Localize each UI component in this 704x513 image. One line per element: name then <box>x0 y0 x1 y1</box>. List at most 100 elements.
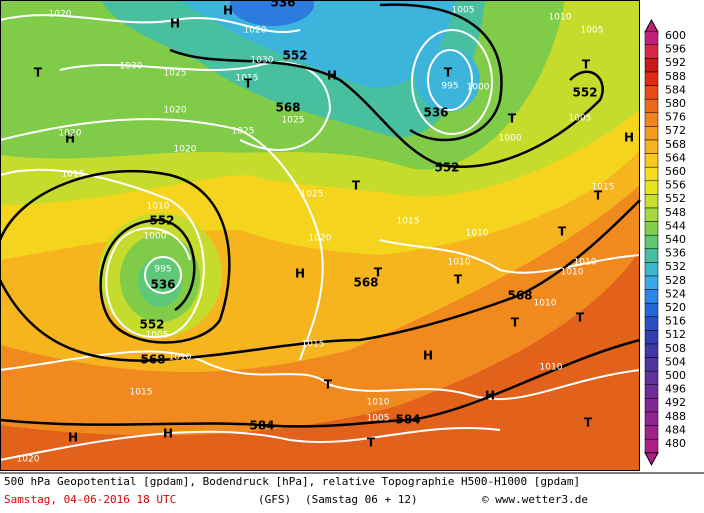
map-label: T <box>558 225 567 239</box>
colorbar-label: 588 <box>665 70 686 83</box>
map-label: H <box>163 427 173 441</box>
colorbar-label: 592 <box>665 56 686 69</box>
colorbar-cell <box>644 44 659 59</box>
colorbar-label: 496 <box>665 383 686 396</box>
isobar <box>0 426 501 461</box>
field-band <box>416 48 480 112</box>
colorbar-cell <box>644 357 659 372</box>
map-label: 1005 <box>367 414 390 424</box>
isobar <box>0 168 205 338</box>
map-label: 552 <box>149 214 174 228</box>
colorbar-label: 508 <box>665 342 686 355</box>
map-label: 552 <box>434 161 459 175</box>
map-label: 1010 <box>466 229 489 239</box>
colorbar-label: 548 <box>665 206 686 219</box>
map-label: T <box>576 311 585 325</box>
map-label: 536 <box>150 278 175 292</box>
colorbar-label: 520 <box>665 301 686 314</box>
map-label: T <box>244 77 253 91</box>
map-label: 1020 <box>49 10 72 20</box>
map-label: T <box>34 66 43 80</box>
colorbar-label: 564 <box>665 151 686 164</box>
map-label: 1025 <box>164 69 187 79</box>
map-label: 1025 <box>301 190 324 200</box>
map-label: 536 <box>270 0 295 10</box>
colorbar-cell <box>644 343 659 358</box>
map-label: H <box>170 17 180 31</box>
map-label: 1000 <box>467 83 490 93</box>
map-label: H <box>485 389 495 403</box>
colorbar-label: 524 <box>665 287 686 300</box>
footer-credit: © www.wetter3.de <box>482 493 588 506</box>
map-label: T <box>374 266 383 280</box>
colorbar-cell <box>644 98 659 114</box>
map-label: 1010 <box>549 13 572 23</box>
map-label: 1010 <box>169 353 192 363</box>
colorbar-label: 492 <box>665 396 686 409</box>
colorbar-label: 568 <box>665 138 686 151</box>
map-label: 1030 <box>120 62 143 72</box>
isobar <box>411 29 493 135</box>
map-label: 995 <box>441 82 458 92</box>
colorbar-cell <box>644 85 659 100</box>
colorbar-label: 584 <box>665 83 686 96</box>
colorbar-label: 576 <box>665 111 686 124</box>
colorbar-cell <box>644 425 659 440</box>
contour <box>0 199 641 362</box>
map-label: T <box>594 189 603 203</box>
colorbar-label: 572 <box>665 124 686 137</box>
map-label: 1005 <box>146 331 169 341</box>
map-label: 568 <box>353 276 378 290</box>
map-label: 1020 <box>174 145 197 155</box>
map-labels: 1020 H H 536 1005 1010 1005 T 552 1030 1025 T 1030 10… <box>17 0 634 465</box>
map-label: 552 <box>282 49 307 63</box>
colorbar-label: 556 <box>665 179 686 192</box>
colorbar-label: 504 <box>665 355 686 368</box>
map-label: 1015 <box>130 388 153 398</box>
isobar <box>0 14 301 34</box>
map-label: 1030 <box>251 56 274 66</box>
colorbar-label: 540 <box>665 233 686 246</box>
colorbar-label: 528 <box>665 274 686 287</box>
colorbar-cell <box>644 234 659 250</box>
colorbar-cell <box>644 411 659 426</box>
map-label: H <box>327 69 337 83</box>
map-label: 1010 <box>448 258 471 268</box>
colorbar: 6005965925885845805765725685645605565525… <box>644 18 686 466</box>
map-label: 584 <box>395 413 420 427</box>
field-band <box>138 257 182 307</box>
colorbar-cell <box>644 30 659 46</box>
colorbar-cell <box>644 207 659 222</box>
isobar <box>427 49 473 111</box>
colorbar-cell <box>644 289 659 304</box>
map-label: 568 <box>275 101 300 115</box>
map-label: H <box>423 349 433 363</box>
colorbar-cell <box>644 126 659 141</box>
colorbar-cell <box>644 262 659 277</box>
map-label: 1010 <box>367 398 390 408</box>
colorbar-label: 552 <box>665 192 686 205</box>
map-label: 1010 <box>534 299 557 309</box>
geopotential-lines <box>0 3 641 428</box>
contour <box>379 3 503 142</box>
map-label: H <box>68 431 78 445</box>
map-label: 1025 <box>282 116 305 126</box>
colorbar-cell <box>644 370 659 386</box>
colorbar-label: 484 <box>665 423 686 436</box>
map-label: 1010 <box>561 268 584 278</box>
map-label: 1015 <box>62 170 85 180</box>
map-label: 1000 <box>144 232 167 242</box>
isobar <box>379 239 641 274</box>
colorbar-cell <box>644 330 659 345</box>
map-label: 1015 <box>592 183 615 193</box>
colorbar-label: 516 <box>665 315 686 328</box>
colorbar-cell <box>644 139 659 154</box>
map-label: H <box>624 131 634 145</box>
map-field <box>0 0 640 470</box>
map-label: T <box>582 58 591 72</box>
colorbar-label: 512 <box>665 328 686 341</box>
contour <box>0 338 641 428</box>
map-label: T <box>324 378 333 392</box>
